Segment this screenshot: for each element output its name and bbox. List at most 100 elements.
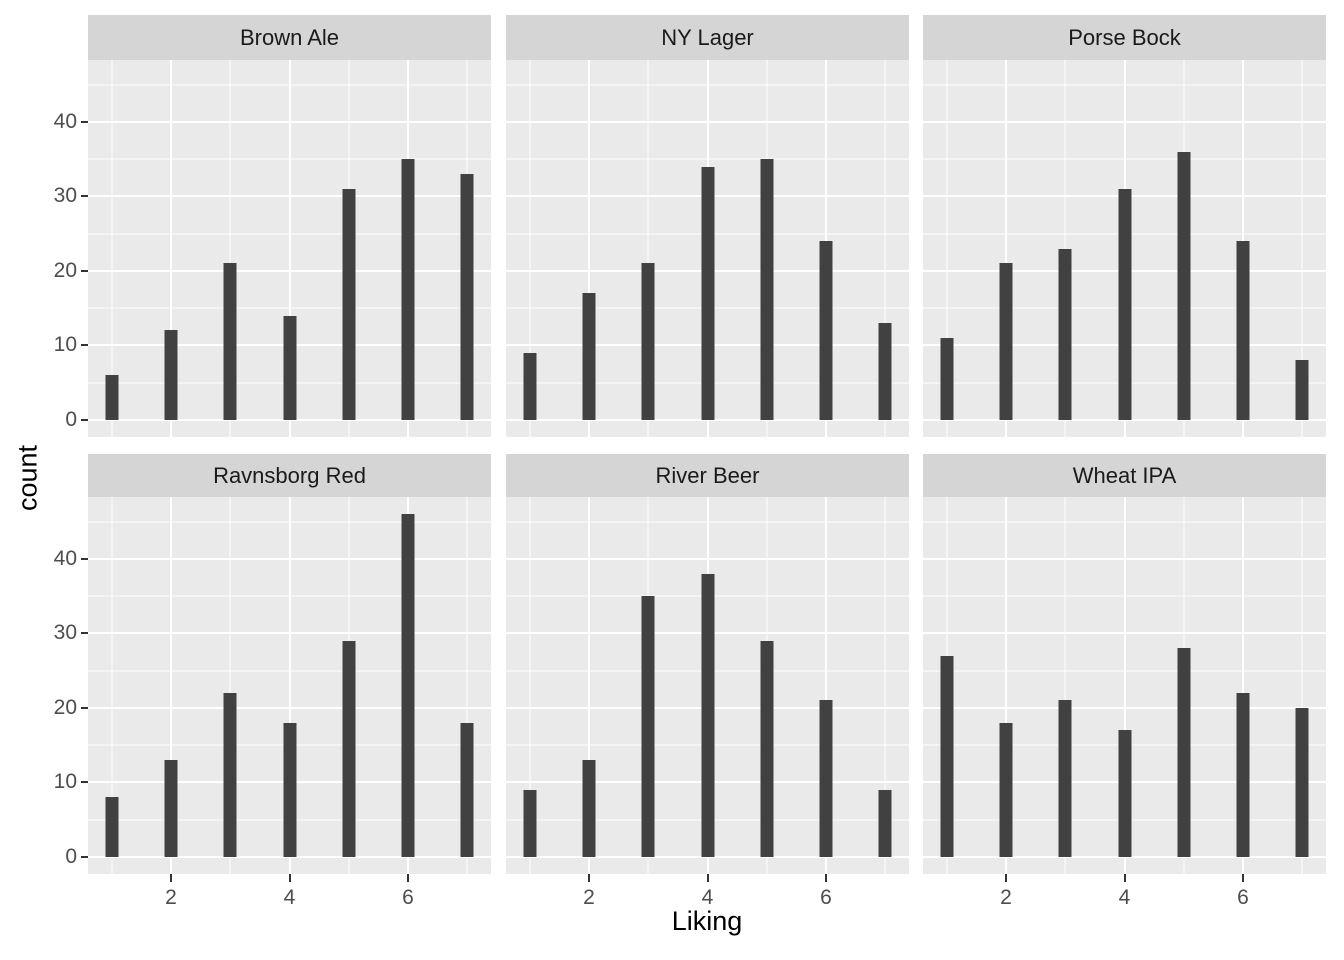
facet-strip-title: River Beer — [655, 462, 760, 488]
bar — [1236, 241, 1250, 420]
gridline-horizontal-minor — [923, 84, 1326, 86]
bar — [1118, 730, 1131, 857]
bar — [1118, 188, 1131, 420]
gridline-horizontal-major — [923, 706, 1326, 709]
facet-panel — [88, 60, 491, 437]
y-axis-tick-mark — [81, 344, 88, 347]
facet-strip-title: Ravnsborg Red — [213, 462, 366, 488]
gridline-horizontal-minor — [88, 670, 491, 672]
x-axis-tick-label: 6 — [1237, 886, 1249, 909]
facet-strip-title: NY Lager — [661, 24, 754, 50]
x-axis-title: Liking — [671, 906, 743, 936]
bar — [999, 263, 1013, 420]
x-axis-tick-label: 2 — [1000, 886, 1012, 909]
bar — [878, 789, 892, 857]
gridline-horizontal-minor — [88, 307, 491, 309]
bar — [342, 640, 356, 857]
gridline-vertical-minor — [229, 497, 231, 874]
gridline-vertical-minor — [169, 497, 172, 874]
x-axis-tick-mark — [288, 874, 291, 882]
y-axis-tick-label: 30 — [53, 621, 77, 645]
gridline-vertical-minor — [111, 60, 113, 437]
bar — [1177, 648, 1191, 857]
x-axis-tick-mark — [825, 874, 828, 882]
gridline-horizontal-major — [88, 706, 491, 709]
gridline-vertical-minor — [1301, 497, 1303, 874]
bar — [641, 263, 655, 420]
x-axis-tick-mark — [407, 874, 410, 882]
facet-strip: Wheat IPA — [923, 454, 1326, 497]
x-axis-tick-label: 4 — [1118, 886, 1131, 909]
bar — [940, 655, 954, 857]
bar — [164, 330, 178, 420]
facet-strip: Ravnsborg Red — [88, 454, 491, 497]
y-axis-tick-mark — [81, 706, 88, 709]
bar — [760, 640, 774, 857]
bar — [1058, 700, 1072, 857]
gridline-vertical-minor — [229, 60, 231, 437]
gridline-vertical-minor — [946, 60, 948, 437]
facet-panel — [506, 60, 909, 437]
x-axis-tick-label: 4 — [701, 886, 714, 909]
gridline-horizontal-major — [88, 120, 491, 123]
bar — [342, 188, 356, 420]
gridline-horizontal-minor — [506, 158, 909, 160]
y-axis-tick-label: 10 — [53, 333, 77, 357]
facet-strip: Porse Bock — [923, 15, 1326, 60]
y-axis-tick-mark — [81, 418, 88, 421]
gridline-horizontal-minor — [506, 84, 909, 86]
bar — [760, 159, 774, 420]
gridline-vertical-minor — [587, 497, 590, 874]
gridline-horizontal-minor — [88, 233, 491, 235]
facet-strip-title: Brown Ale — [239, 24, 340, 50]
x-axis-tick-label: 2 — [165, 886, 177, 909]
y-axis-tick-label: 0 — [65, 407, 77, 431]
x-axis-tick-label: 6 — [820, 886, 832, 909]
bar — [999, 722, 1013, 857]
gridline-horizontal-minor — [923, 670, 1326, 672]
bar — [701, 573, 714, 857]
bar — [641, 596, 655, 857]
gridline-horizontal-major — [506, 557, 909, 560]
gridline-horizontal-major — [88, 557, 491, 560]
bar — [401, 514, 415, 857]
gridline-vertical-minor — [1064, 497, 1066, 874]
gridline-vertical-minor — [288, 60, 291, 437]
gridline-vertical-minor — [466, 497, 468, 874]
gridline-vertical-minor — [825, 497, 828, 874]
bar — [460, 722, 474, 857]
gridline-vertical-minor — [1064, 60, 1066, 437]
bar — [283, 315, 296, 420]
y-axis-tick-mark — [81, 120, 88, 123]
facet-strip: Brown Ale — [88, 15, 491, 60]
y-axis-tick-label: 40 — [53, 546, 77, 570]
bar — [1295, 707, 1309, 857]
bar — [105, 375, 119, 420]
x-axis-tick-mark — [1004, 874, 1007, 882]
bar — [164, 760, 178, 857]
gridline-horizontal-major — [88, 195, 491, 198]
bar — [523, 789, 537, 857]
y-axis-tick-mark — [81, 195, 88, 198]
y-axis-tick-label: 0 — [65, 844, 77, 868]
gridline-horizontal-major — [88, 269, 491, 272]
gridline-horizontal-major — [88, 632, 491, 635]
gridline-horizontal-minor — [88, 521, 491, 523]
gridline-horizontal-minor — [923, 595, 1326, 597]
gridline-vertical-minor — [587, 60, 590, 437]
bar — [701, 166, 714, 420]
y-axis-tick-label: 40 — [53, 109, 77, 133]
y-axis-tick-mark — [81, 269, 88, 272]
x-axis-tick-mark — [706, 874, 709, 882]
y-axis-tick-mark — [81, 781, 88, 784]
gridline-horizontal-minor — [923, 521, 1326, 523]
gridline-vertical-minor — [1004, 497, 1007, 874]
facet-panel — [88, 497, 491, 874]
bar — [401, 159, 415, 420]
facet-strip-title: Porse Bock — [1068, 24, 1181, 50]
x-axis-tick-mark — [1123, 874, 1126, 882]
x-axis-tick-mark — [587, 874, 590, 882]
gridline-vertical-minor — [529, 497, 531, 874]
x-axis-tick-label: 4 — [283, 886, 296, 909]
